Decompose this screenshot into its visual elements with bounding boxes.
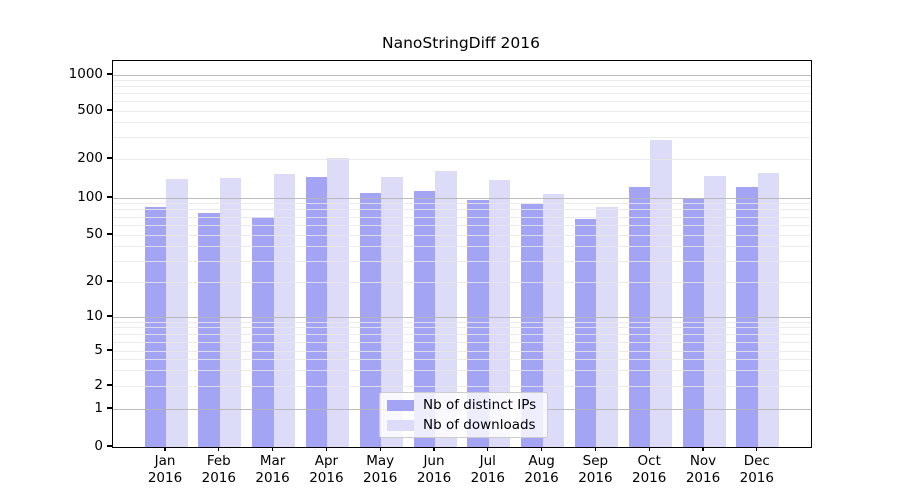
x-tick-mark — [272, 447, 274, 451]
x-tick-mark — [433, 447, 435, 451]
y-tick-mark — [107, 157, 112, 159]
legend-label-downloads: Nb of downloads — [423, 417, 536, 433]
x-tick-mark — [702, 447, 704, 451]
bar-distinct-ips-apr — [305, 176, 328, 447]
x-tick-label-jul: Jul 2016 — [470, 453, 505, 486]
y-tick-label: 500 — [77, 102, 103, 118]
y-tick-mark — [107, 407, 112, 409]
y-tick-label: 1 — [94, 400, 103, 416]
y-tick-mark — [107, 445, 112, 447]
y-tick-mark — [107, 280, 112, 282]
x-tick-mark — [325, 447, 327, 451]
x-tick-mark — [164, 447, 166, 451]
x-tick-mark — [541, 447, 543, 451]
x-tick-mark — [594, 447, 596, 451]
x-tick-label-feb: Feb 2016 — [201, 453, 236, 486]
bar-downloads-jun — [435, 170, 457, 447]
x-tick-mark — [756, 447, 758, 451]
y-tick-label: 0 — [94, 438, 103, 454]
bar-distinct-ips-oct — [628, 186, 651, 447]
x-tick-mark — [648, 447, 650, 451]
x-tick-label-oct: Oct 2016 — [632, 453, 667, 486]
minor-gridline — [113, 137, 811, 139]
y-tick-label: 100 — [77, 189, 103, 205]
minor-gridline — [113, 93, 811, 95]
legend-item-downloads: Nb of downloads — [387, 417, 547, 433]
bar-distinct-ips-mar — [252, 217, 274, 447]
x-tick-label-may: May 2016 — [363, 453, 398, 486]
bar-distinct-ips-feb — [198, 213, 220, 447]
bar-downloads-may — [381, 177, 403, 447]
minor-gridline — [113, 122, 811, 124]
y-tick-label: 10 — [85, 308, 103, 324]
legend: Nb of distinct IPs Nb of downloads — [379, 392, 548, 438]
bar-distinct-ips-dec — [736, 187, 758, 447]
x-tick-label-jun: Jun 2016 — [416, 453, 452, 486]
bar-downloads-oct — [650, 139, 672, 447]
bar-distinct-ips-nov — [682, 198, 704, 447]
y-tick-mark — [107, 384, 112, 386]
y-tick-mark — [107, 233, 112, 235]
x-tick-mark — [487, 447, 489, 451]
bar-downloads-mar — [273, 174, 296, 447]
x-tick-label-sep: Sep 2016 — [578, 453, 613, 486]
y-tick-label: 1000 — [68, 66, 103, 82]
legend-swatch-downloads — [387, 419, 414, 431]
x-tick-label-aug: Aug 2016 — [524, 453, 559, 486]
bar-downloads-jan — [166, 179, 188, 447]
minor-gridline — [113, 110, 811, 112]
minor-gridline — [113, 101, 811, 103]
y-tick-label: 200 — [77, 150, 103, 166]
chart-title: NanoStringDiff 2016 — [382, 34, 540, 52]
legend-swatch-distinct-ips — [387, 399, 414, 411]
y-tick-mark — [107, 349, 112, 351]
y-tick-label: 20 — [85, 273, 103, 289]
x-tick-label-jan: Jan 2016 — [147, 453, 183, 486]
minor-gridline — [113, 86, 811, 88]
bar-downloads-feb — [219, 177, 242, 447]
plot-area — [112, 60, 812, 448]
y-tick-mark — [107, 73, 112, 75]
legend-label-distinct-ips: Nb of distinct IPs — [423, 397, 537, 413]
x-tick-label-mar: Mar 2016 — [255, 453, 290, 486]
bar-downloads-nov — [704, 175, 726, 447]
bar-downloads-sep — [596, 206, 618, 447]
legend-item-distinct-ips: Nb of distinct IPs — [387, 397, 547, 413]
x-tick-label-dec: Dec 2016 — [739, 453, 774, 486]
x-tick-mark — [218, 447, 220, 451]
bar-distinct-ips-jun — [413, 191, 435, 447]
x-tick-mark — [379, 447, 381, 451]
x-tick-label-nov: Nov 2016 — [685, 453, 721, 486]
y-tick-label: 2 — [94, 377, 103, 393]
x-tick-label-apr: Apr 2016 — [309, 453, 344, 486]
minor-gridline — [113, 79, 811, 81]
y-tick-mark — [107, 109, 112, 111]
y-tick-label: 50 — [85, 226, 103, 242]
bar-downloads-dec — [757, 172, 780, 447]
bar-distinct-ips-may — [359, 192, 382, 447]
bar-downloads-aug — [542, 194, 565, 447]
minor-gridline — [113, 158, 811, 160]
major-gridline — [113, 74, 811, 76]
y-tick-mark — [107, 196, 112, 198]
bar-distinct-ips-sep — [574, 218, 597, 447]
bar-downloads-apr — [327, 157, 349, 447]
bar-downloads-jul — [488, 180, 511, 447]
y-tick-label: 5 — [94, 342, 103, 358]
y-tick-mark — [107, 315, 112, 317]
bar-distinct-ips-jan — [144, 206, 166, 447]
